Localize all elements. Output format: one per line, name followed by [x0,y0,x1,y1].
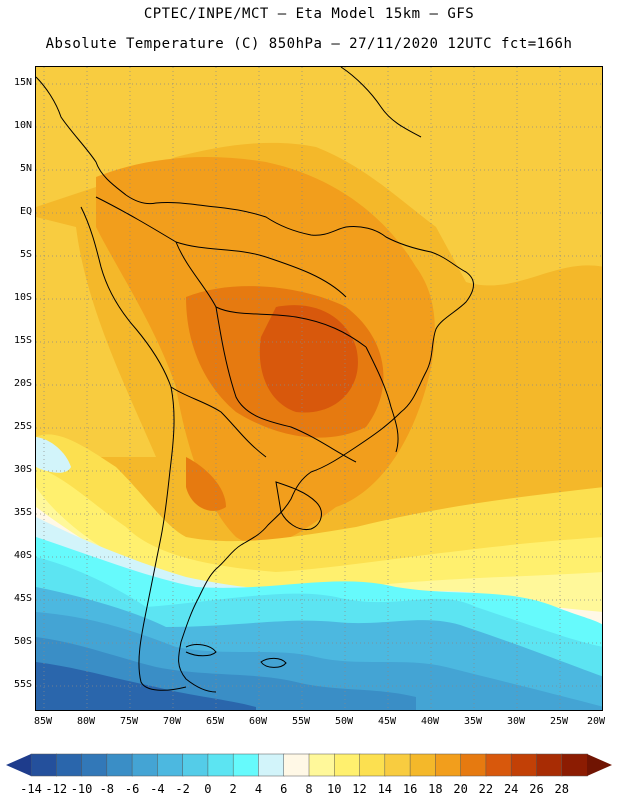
coast-atlantic [36,76,474,693]
coast-pacific [80,206,187,691]
field-24-26 [259,305,358,413]
lat-label: EQ [19,206,32,217]
colorbar-cell [308,753,336,777]
colorbar-label: 2 [229,782,237,796]
colorbar-label: 6 [280,782,288,796]
lat-label: 20S [13,378,32,389]
colorbar-label: -10 [70,782,93,796]
field-m8-m6 [36,662,256,710]
lon-label: 65W [205,716,225,727]
lat-label: 40S [13,550,32,561]
colorbar-label: 22 [478,782,494,796]
lon-label: 20W [586,716,606,727]
lat-label: 15S [13,335,32,346]
lat-label: 35S [13,507,32,518]
colorbar-label: 12 [352,782,367,796]
colorbar-cell [435,753,462,777]
border-brazil-states [365,346,399,453]
lat-label: 10N [13,120,32,131]
lat-label: 25S [13,421,32,432]
lon-label: 80W [76,716,96,727]
colorbar-cell [30,753,58,777]
colorbar-label: -6 [124,782,140,796]
lon-label: 60W [248,716,268,727]
colorbar-cell [131,753,159,777]
field-argentina-hot [186,457,226,511]
border-paraguay [215,306,357,463]
lon-label: 75W [119,716,139,727]
lat-label: 5S [19,249,32,260]
colorbar-cell [56,753,83,777]
colorbar-cell [81,753,108,777]
lon-label: 85W [33,716,53,727]
lat-label: 5N [19,163,32,174]
lat-label: 15N [13,77,32,88]
colorbar-label: 8 [305,782,313,796]
colorbar-label: 18 [428,782,443,796]
lat-label: 45S [13,593,32,604]
colorbar-label: -8 [99,782,115,796]
colorbar-label: -2 [175,782,190,796]
colorbar-cell [334,753,361,777]
colorbar-cell [561,753,588,777]
graticule [36,67,602,710]
colorbar-label: 16 [402,782,418,796]
temperature-map [35,66,603,711]
colorbar-cell [232,753,260,777]
colorbar-cell [106,753,133,777]
lon-label: 45W [377,716,397,727]
lat-label: 55S [13,679,32,690]
colorbar-label: 10 [327,782,342,796]
colorbar-label: 26 [529,782,544,796]
lon-label: 70W [162,716,182,727]
title-line-2: Absolute Temperature (C) 850hPa — 27/11/… [45,36,573,52]
tierra-del-fuego [185,644,217,657]
colorbar-cell [182,753,209,777]
lon-label: 55W [291,716,311,727]
colorbar-max-arrow [587,754,612,776]
field-west-ocean [36,217,156,457]
colorbar-min-arrow [6,754,31,776]
falklands [260,657,287,668]
border-bolivia [175,241,367,348]
lon-label: 50W [334,716,354,727]
colorbar-cell [207,753,234,777]
lon-label: 30W [506,716,526,727]
colorbar-cell [359,753,386,777]
colorbar [6,753,612,777]
colorbar-label: -12 [45,782,68,796]
colorbar-cell [536,753,563,777]
colorbar-cell [510,753,538,777]
colorbar-cell [157,753,184,777]
uruguay [275,481,322,531]
field-cool-patch [36,437,71,473]
colorbar-label: 20 [453,782,468,796]
lat-label: 50S [13,636,32,647]
colorbar-label: 24 [503,782,519,796]
colorbar-label: -14 [20,782,42,796]
colorbar-label: -4 [150,782,165,796]
lon-label: 25W [549,716,569,727]
colorbar-label: 14 [377,782,393,796]
field-16-18 [36,67,602,286]
colorbar-cell [409,753,437,777]
coastlines [36,67,474,693]
lat-label: 30S [13,464,32,475]
lon-label: 35W [463,716,483,727]
colorbar-label: 0 [204,782,212,796]
colorbar-cell [258,753,285,777]
lon-label: 40W [420,716,440,727]
colorbar-cell [485,753,512,777]
colorbar-label: 4 [254,782,263,796]
caribbean-coast [340,67,422,138]
lat-label: 10S [13,292,32,303]
border-argentina-north [170,386,267,458]
title-line-1: CPTEC/INPE/MCT — Eta Model 15km — GFS [143,6,475,22]
colorbar-label: 28 [554,782,569,796]
border-north [95,196,347,298]
colorbar-cell [283,753,310,777]
colorbar-cell [460,753,487,777]
colorbar-cell [384,753,411,777]
